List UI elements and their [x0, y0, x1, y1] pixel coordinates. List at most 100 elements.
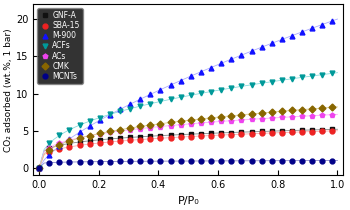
CMK	[77, 137, 82, 139]
ACFs	[37, 167, 41, 169]
CMK	[320, 107, 324, 109]
M-900	[209, 66, 213, 69]
CMK	[98, 132, 102, 135]
CMK	[259, 112, 264, 114]
ACFs	[280, 79, 284, 81]
MCNTs	[77, 161, 82, 163]
CMK	[209, 117, 213, 119]
MCNTs	[37, 167, 41, 169]
GNF-A	[209, 132, 213, 135]
MCNTs	[148, 160, 153, 163]
M-900	[118, 108, 122, 111]
Line: M-900: M-900	[37, 18, 335, 170]
GNF-A	[250, 131, 254, 133]
MCNTs	[178, 160, 183, 162]
M-900	[270, 42, 274, 45]
MCNTs	[209, 160, 213, 162]
M-900	[250, 50, 254, 52]
Line: GNF-A: GNF-A	[37, 127, 335, 170]
M-900	[259, 46, 264, 49]
MCNTs	[199, 160, 203, 162]
Y-axis label: CO₂ adsorbed (wt.%, 1 bar): CO₂ adsorbed (wt.%, 1 bar)	[4, 28, 13, 152]
ACs	[300, 115, 304, 118]
M-900	[138, 98, 142, 100]
MCNTs	[189, 160, 193, 162]
GNF-A	[259, 130, 264, 133]
GNF-A	[128, 136, 132, 139]
CMK	[270, 111, 274, 113]
ACFs	[199, 92, 203, 95]
MCNTs	[47, 161, 51, 164]
ACFs	[229, 87, 233, 89]
M-900	[189, 75, 193, 77]
Line: ACs: ACs	[37, 112, 335, 170]
CMK	[118, 128, 122, 131]
SBA-15	[250, 133, 254, 135]
ACFs	[118, 110, 122, 113]
M-900	[300, 31, 304, 33]
CMK	[138, 125, 142, 128]
MCNTs	[159, 160, 163, 162]
SBA-15	[77, 144, 82, 147]
CMK	[148, 124, 153, 126]
MCNTs	[88, 160, 92, 163]
GNF-A	[88, 140, 92, 142]
ACFs	[330, 72, 335, 75]
GNF-A	[57, 144, 62, 147]
SBA-15	[300, 131, 304, 133]
CMK	[88, 134, 92, 137]
ACs	[88, 134, 92, 137]
ACFs	[219, 88, 223, 91]
CMK	[168, 121, 173, 124]
CMK	[108, 130, 112, 133]
GNF-A	[330, 128, 335, 131]
ACFs	[259, 82, 264, 84]
MCNTs	[108, 160, 112, 163]
SBA-15	[37, 167, 41, 169]
SBA-15	[178, 136, 183, 138]
GNF-A	[310, 129, 314, 131]
ACs	[47, 146, 51, 149]
MCNTs	[259, 159, 264, 162]
MCNTs	[138, 160, 142, 163]
SBA-15	[280, 131, 284, 134]
SBA-15	[138, 138, 142, 141]
ACFs	[178, 96, 183, 98]
Line: ACFs: ACFs	[37, 71, 335, 170]
ACs	[77, 136, 82, 139]
CMK	[229, 114, 233, 117]
ACs	[128, 129, 132, 131]
CMK	[219, 116, 223, 118]
ACs	[320, 114, 324, 116]
MCNTs	[219, 160, 223, 162]
GNF-A	[229, 131, 233, 134]
ACs	[310, 114, 314, 117]
SBA-15	[290, 131, 294, 134]
SBA-15	[239, 133, 244, 135]
ACs	[330, 113, 335, 116]
ACFs	[47, 142, 51, 145]
ACs	[108, 131, 112, 134]
SBA-15	[189, 135, 193, 138]
ACs	[148, 126, 153, 129]
M-900	[199, 71, 203, 73]
Line: CMK: CMK	[37, 105, 335, 170]
MCNTs	[280, 159, 284, 162]
ACs	[178, 123, 183, 126]
ACFs	[138, 105, 142, 107]
CMK	[57, 143, 62, 146]
CMK	[239, 114, 244, 116]
ACFs	[88, 120, 92, 122]
CMK	[47, 148, 51, 151]
SBA-15	[209, 134, 213, 137]
GNF-A	[37, 167, 41, 169]
GNF-A	[138, 135, 142, 138]
MCNTs	[270, 159, 274, 162]
ACs	[239, 119, 244, 121]
ACFs	[250, 84, 254, 86]
MCNTs	[118, 160, 122, 163]
ACFs	[57, 134, 62, 137]
GNF-A	[159, 134, 163, 137]
MCNTs	[128, 160, 132, 163]
ACFs	[310, 75, 314, 77]
